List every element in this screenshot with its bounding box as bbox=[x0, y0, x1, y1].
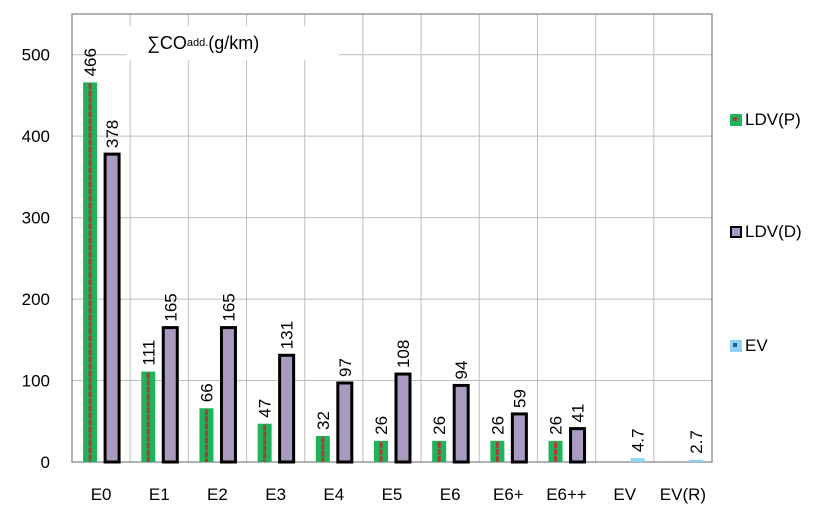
x-tick-label: E6 bbox=[440, 485, 461, 504]
legend-item-ldv-d: LDV(D) bbox=[730, 222, 802, 242]
data-label-ldv-p: 26 bbox=[372, 416, 391, 435]
legend-item-ev: EV bbox=[730, 336, 768, 356]
data-label-ev: 4.7 bbox=[629, 429, 648, 453]
y-tick-label: 500 bbox=[22, 46, 50, 65]
data-label-ldv-p: 66 bbox=[197, 383, 216, 402]
x-tick-label: EV bbox=[613, 485, 636, 504]
bar-ldv-d bbox=[103, 152, 121, 464]
plot-area-border bbox=[71, 13, 713, 463]
y-tick-label: 0 bbox=[41, 453, 50, 472]
bar-ldv-d bbox=[510, 412, 528, 464]
x-tick-label: EV(R) bbox=[660, 485, 706, 504]
bar-ldv-d bbox=[394, 372, 412, 464]
legend-label-ldv-p: LDV(P) bbox=[745, 110, 801, 129]
y-tick-label: 300 bbox=[22, 209, 50, 228]
chart-title-suffix: (g/km) bbox=[208, 32, 260, 53]
legend-swatch-ldv-d bbox=[730, 226, 742, 238]
data-label-ldv-p: 47 bbox=[256, 399, 275, 418]
y-tick-label: 100 bbox=[22, 372, 50, 391]
data-label-ldv-d: 59 bbox=[510, 389, 529, 408]
data-label-ldv-d: 97 bbox=[336, 358, 355, 377]
x-tick-label: E3 bbox=[265, 485, 286, 504]
x-tick-label: E6+ bbox=[493, 485, 524, 504]
data-label-ldv-d: 94 bbox=[452, 361, 471, 380]
chart-title-prefix: ∑CO bbox=[147, 32, 187, 53]
legend-item-ldv-p: LDV(P) bbox=[730, 110, 801, 130]
data-label-ldv-p: 111 bbox=[139, 340, 158, 366]
legend-swatch-ldv-p bbox=[730, 114, 742, 126]
data-label-ldv-d: 108 bbox=[394, 340, 413, 368]
x-tick-label: E5 bbox=[382, 485, 403, 504]
x-tick-label: E6++ bbox=[546, 485, 587, 504]
legend-label-ldv-d: LDV(D) bbox=[745, 222, 802, 241]
data-label-ldv-d: 165 bbox=[219, 293, 238, 321]
data-label-ldv-d: 131 bbox=[278, 321, 297, 349]
bar-ldv-d bbox=[219, 326, 237, 464]
y-tick-label: 200 bbox=[22, 290, 50, 309]
data-label-ev: 2.7 bbox=[687, 430, 706, 454]
bar-ldv-d bbox=[452, 383, 470, 464]
data-label-ldv-d: 41 bbox=[569, 404, 588, 423]
bar-ldv-d bbox=[569, 427, 587, 464]
chart-title: ∑CO add. (g/km) bbox=[127, 26, 339, 60]
bar-ldv-p bbox=[83, 82, 98, 463]
x-tick-label: E1 bbox=[149, 485, 170, 504]
x-tick-label: E0 bbox=[91, 485, 112, 504]
bar-ev bbox=[630, 458, 645, 462]
data-label-ldv-p: 26 bbox=[488, 416, 507, 435]
bar-ldv-d bbox=[278, 353, 296, 464]
chart-title-subscript: add. bbox=[186, 37, 209, 49]
bar-ldv-d bbox=[336, 381, 354, 464]
data-label-ldv-d: 378 bbox=[103, 120, 122, 148]
bar-ev bbox=[688, 459, 703, 462]
bar-ldv-d bbox=[161, 326, 179, 464]
data-label-ldv-p: 26 bbox=[430, 416, 449, 435]
data-label-ldv-p: 32 bbox=[314, 411, 333, 430]
y-tick-label: 400 bbox=[22, 127, 50, 146]
x-tick-label: E4 bbox=[323, 485, 344, 504]
legend-label-ev: EV bbox=[745, 336, 768, 355]
x-tick-label: E2 bbox=[207, 485, 228, 504]
legend-swatch-ev bbox=[730, 340, 742, 352]
data-label-ldv-p: 466 bbox=[81, 48, 100, 76]
data-label-ldv-d: 165 bbox=[161, 293, 180, 321]
data-label-ldv-p: 26 bbox=[547, 416, 566, 435]
